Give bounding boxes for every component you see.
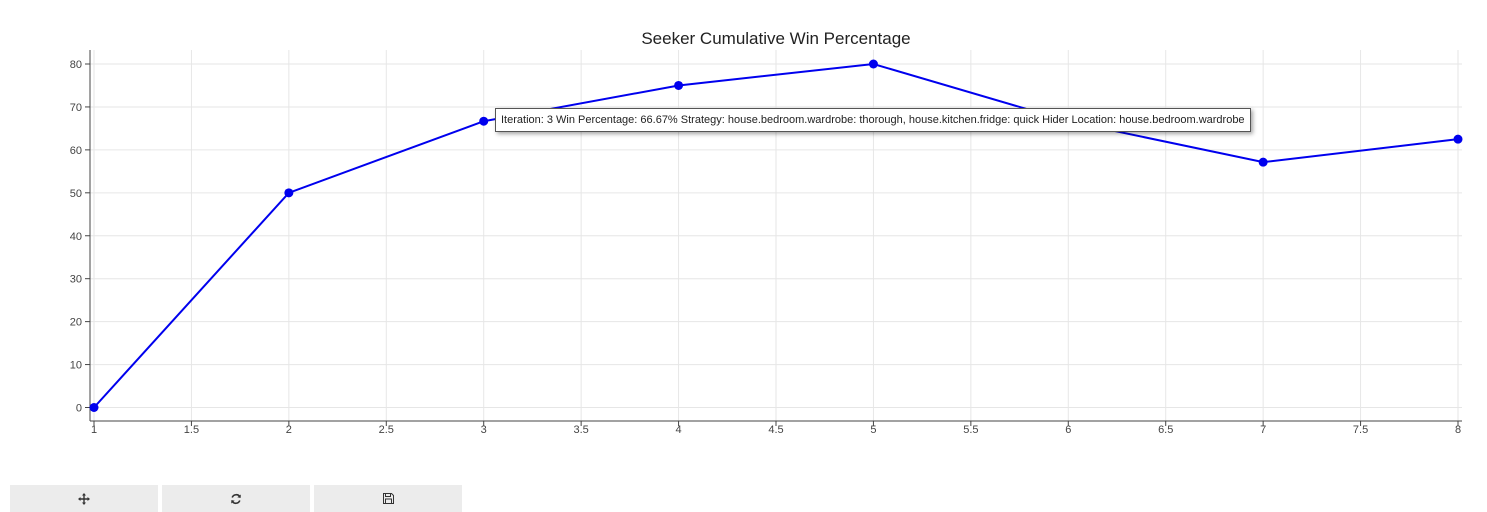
x-tick-label: 5.5 <box>963 424 978 436</box>
chart: Seeker Cumulative Win Percentage 1 1.5 2 2.… <box>70 29 1463 436</box>
y-tick-label: 30 <box>70 274 82 286</box>
save-icon <box>382 493 394 504</box>
x-tick-label: 6 <box>1065 424 1071 436</box>
x-axis: 1 1.5 2 2.5 3 3.5 4 4.5 5 5.5 6 6.5 7 7.5 8 <box>91 421 1461 436</box>
grid <box>90 50 1462 421</box>
x-tick-label: 4.5 <box>768 424 783 436</box>
y-tick-label: 50 <box>70 188 82 200</box>
data-tooltip: Iteration: 3 Win Percentage: 66.67% Stra… <box>495 108 1251 132</box>
y-tick-label: 20 <box>70 317 82 329</box>
y-axis: 0 10 20 30 40 50 60 70 80 <box>70 59 90 415</box>
y-tick-label: 40 <box>70 231 82 243</box>
data-point <box>1258 157 1268 167</box>
series-line <box>93 62 1459 409</box>
x-tick-label: 5 <box>870 424 876 436</box>
x-tick-label: 8 <box>1455 424 1461 436</box>
x-tick-label: 1 <box>91 424 97 436</box>
data-point <box>284 188 294 198</box>
pan-button[interactable] <box>10 485 158 512</box>
x-tick-label: 3.5 <box>573 424 588 436</box>
x-tick-label: 3 <box>481 424 487 436</box>
y-tick-label: 80 <box>70 59 82 71</box>
y-tick-label: 60 <box>70 145 82 157</box>
data-point <box>1453 134 1463 144</box>
data-point <box>868 59 878 69</box>
x-tick-label: 1.5 <box>184 424 199 436</box>
x-tick-label: 7.5 <box>1353 424 1368 436</box>
x-tick-label: 4 <box>676 424 682 436</box>
data-point <box>674 80 684 90</box>
data-point <box>479 116 489 126</box>
save-button[interactable] <box>314 485 462 512</box>
chart-toolbar <box>10 485 462 512</box>
y-tick-label: 10 <box>70 360 82 372</box>
y-tick-label: 70 <box>70 102 82 114</box>
pan-icon <box>78 492 90 505</box>
data-point <box>89 403 99 412</box>
reset-button[interactable] <box>162 485 310 512</box>
x-tick-label: 6.5 <box>1158 424 1173 436</box>
y-tick-label: 0 <box>76 403 82 415</box>
x-tick-label: 7 <box>1260 424 1266 436</box>
x-tick-label: 2 <box>286 424 292 436</box>
reset-icon <box>230 493 242 505</box>
chart-title: Seeker Cumulative Win Percentage <box>641 29 910 48</box>
x-tick-label: 2.5 <box>379 424 394 436</box>
